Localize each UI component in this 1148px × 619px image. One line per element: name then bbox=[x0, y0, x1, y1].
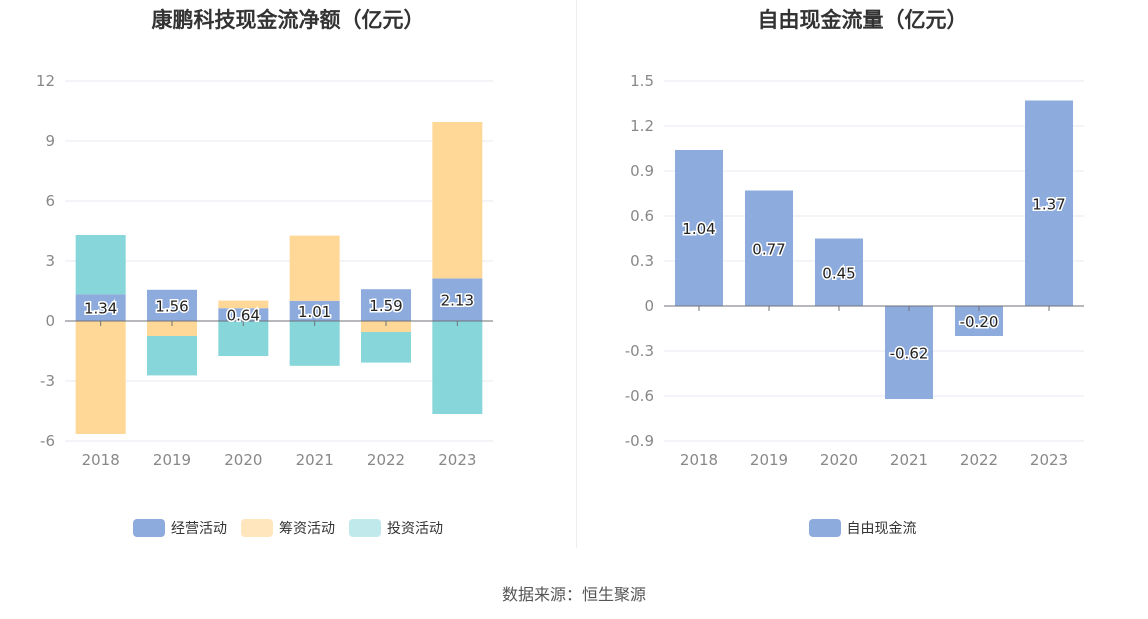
data-source-note: 数据来源：恒生聚源 bbox=[501, 585, 646, 604]
fcf-x-tick-label: 2021 bbox=[890, 451, 928, 469]
cashflow-bar-2022-1 bbox=[361, 321, 411, 332]
cashflow-y-tick-label: 3 bbox=[45, 252, 55, 270]
cashflow-bar-2021-1 bbox=[289, 235, 340, 301]
cashflow-bar-2020-0 bbox=[218, 308, 269, 321]
cashflow-chart-title: 康鹏科技现金流净额（亿元） bbox=[151, 8, 425, 32]
fcf-x-tick-label: 2019 bbox=[750, 451, 788, 469]
cashflow-y-tick-label: 12 bbox=[36, 72, 55, 90]
fcf-data-label: -0.62 bbox=[890, 345, 929, 363]
cashflow-bar-2022-0 bbox=[361, 289, 411, 321]
fcf-y-tick-label: 0 bbox=[644, 297, 654, 315]
cashflow-x-tick-label: 2019 bbox=[153, 451, 191, 469]
cashflow-bar-2019-2 bbox=[147, 336, 197, 376]
cashflow-y-tick-label: 6 bbox=[45, 192, 55, 210]
panel-divider bbox=[576, 0, 577, 548]
cashflow-x-tick-label: 2021 bbox=[296, 451, 334, 469]
cashflow-chart-panel: 康鹏科技现金流净额（亿元） 12 9 6 3 0 -3 -6 2018 2019 2020 2021… bbox=[0, 0, 576, 560]
cashflow-y-tick-label: 0 bbox=[45, 312, 55, 330]
cashflow-bar-2022-2 bbox=[361, 332, 411, 363]
cashflow-bar-2020-1 bbox=[218, 300, 269, 309]
cashflow-x-tick-label: 2020 bbox=[224, 451, 262, 469]
fcf-data-label: 1.04 bbox=[682, 220, 715, 238]
fcf-y-tick-label: -0.6 bbox=[625, 387, 654, 405]
fcf-bar-2023-0 bbox=[1025, 100, 1073, 306]
cashflow-bar-2023-1 bbox=[432, 122, 483, 279]
cashflow-legend-item[interactable]: 经营活动 bbox=[133, 518, 227, 538]
cashflow-x-tick-label: 2023 bbox=[438, 451, 476, 469]
cashflow-legend-swatch bbox=[241, 519, 273, 537]
cashflow-bar-2018-0 bbox=[75, 294, 126, 321]
cashflow-data-label: 1.59 bbox=[369, 297, 402, 315]
cashflow-y-tick-label: -6 bbox=[40, 432, 55, 450]
fcf-y-tick-label: 0.3 bbox=[630, 252, 654, 270]
cashflow-chart-plot: 12 9 6 3 0 -3 -6 2018 2019 2020 2021 2022 2023 1.34 1.… bbox=[36, 72, 493, 469]
fcf-x-tick-label: 2023 bbox=[1030, 451, 1068, 469]
cashflow-y-tick-label: 9 bbox=[45, 132, 55, 150]
cashflow-legend-item[interactable]: 筹资活动 bbox=[241, 518, 335, 538]
fcf-chart-title: 自由现金流量（亿元） bbox=[757, 8, 968, 32]
cashflow-data-label: 1.01 bbox=[298, 303, 331, 321]
fcf-y-tick-label: 0.9 bbox=[630, 162, 654, 180]
cashflow-bar-2019-0 bbox=[147, 289, 197, 321]
cashflow-bar-2023-0 bbox=[432, 278, 483, 321]
cashflow-data-label: 0.64 bbox=[227, 307, 260, 325]
fcf-chart-legend: 自由现金流 bbox=[577, 518, 1148, 538]
cashflow-bar-2018-2 bbox=[75, 235, 126, 295]
fcf-chart-panel: 自由现金流量（亿元） 1.5 1.2 0.9 0.6 0.3 0 -0.3 -0.6 -0.9 2… bbox=[577, 0, 1148, 560]
cashflow-legend-item[interactable]: 投资活动 bbox=[349, 518, 443, 538]
fcf-x-tick-label: 2018 bbox=[680, 451, 718, 469]
cashflow-legend-swatch bbox=[349, 519, 381, 537]
fcf-data-label: 0.77 bbox=[752, 240, 785, 258]
cashflow-data-label: 1.56 bbox=[155, 297, 188, 315]
cashflow-x-tick-label: 2022 bbox=[367, 451, 405, 469]
fcf-bar-2019-0 bbox=[745, 190, 793, 306]
cashflow-bar-2018-1 bbox=[75, 321, 126, 434]
fcf-data-label: 0.45 bbox=[822, 264, 855, 282]
fcf-data-label: 1.37 bbox=[1032, 195, 1065, 213]
cashflow-bar-2021-2 bbox=[289, 321, 340, 366]
fcf-legend-label: 自由现金流 bbox=[846, 521, 917, 537]
cashflow-data-label: 2.13 bbox=[441, 292, 474, 310]
fcf-y-tick-label: 0.6 bbox=[630, 207, 654, 225]
fcf-x-tick-label: 2022 bbox=[960, 451, 998, 469]
fcf-y-tick-label: 1.5 bbox=[630, 72, 654, 90]
fcf-y-tick-label: -0.9 bbox=[625, 432, 654, 450]
cashflow-bar-2023-2 bbox=[432, 321, 483, 414]
cashflow-bar-2019-1 bbox=[147, 321, 197, 336]
cashflow-legend-swatch bbox=[133, 519, 165, 537]
fcf-bar-2021-0 bbox=[885, 306, 933, 399]
cashflow-y-tick-label: -3 bbox=[40, 372, 55, 390]
fcf-chart-plot: 1.5 1.2 0.9 0.6 0.3 0 -0.3 -0.6 -0.9 2018 2019 2020… bbox=[625, 72, 1084, 469]
cashflow-bar-2021-0 bbox=[289, 300, 340, 321]
cashflow-chart-legend: 经营活动 筹资活动 投资活动 bbox=[0, 518, 576, 538]
fcf-legend-swatch bbox=[808, 519, 841, 537]
fcf-data-label: -0.20 bbox=[960, 313, 999, 331]
fcf-x-tick-label: 2020 bbox=[820, 451, 858, 469]
cashflow-bar-2020-2 bbox=[218, 321, 269, 356]
fcf-y-tick-label: -0.3 bbox=[625, 342, 654, 360]
fcf-bar-2020-0 bbox=[815, 238, 863, 306]
fcf-bar-2018-0 bbox=[675, 150, 723, 306]
fcf-legend-item[interactable]: 自由现金流 bbox=[808, 518, 917, 538]
cashflow-legend-label: 筹资活动 bbox=[279, 521, 335, 537]
cashflow-legend-label: 经营活动 bbox=[171, 521, 227, 537]
cashflow-data-label: 1.34 bbox=[84, 300, 117, 318]
cashflow-x-tick-label: 2018 bbox=[82, 451, 120, 469]
cashflow-legend-label: 投资活动 bbox=[387, 521, 443, 537]
fcf-y-tick-label: 1.2 bbox=[630, 117, 654, 135]
